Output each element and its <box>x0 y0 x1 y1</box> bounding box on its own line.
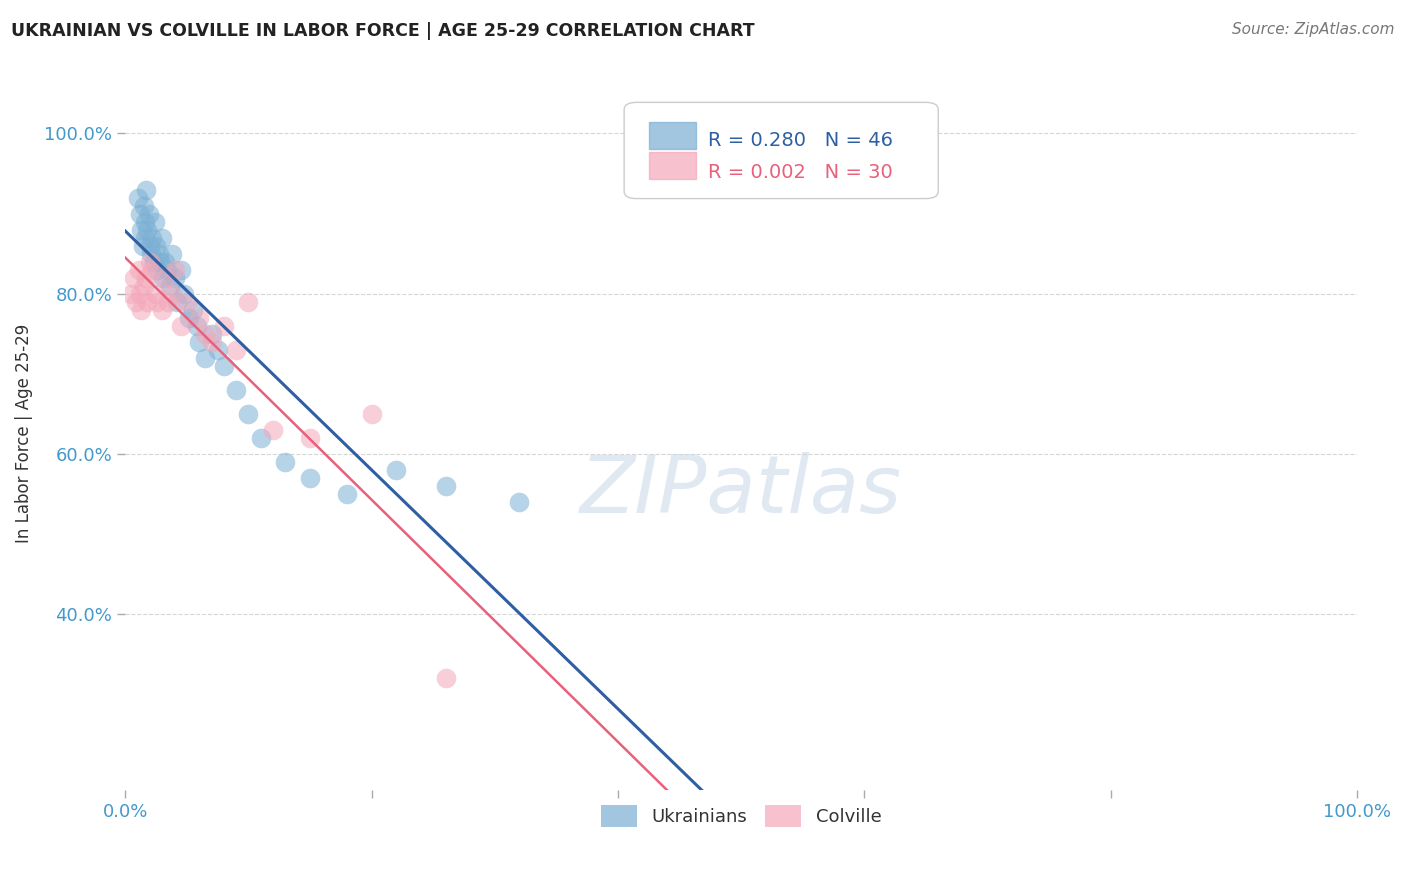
Text: UKRAINIAN VS COLVILLE IN LABOR FORCE | AGE 25-29 CORRELATION CHART: UKRAINIAN VS COLVILLE IN LABOR FORCE | A… <box>11 22 755 40</box>
Point <box>274 455 297 469</box>
Point <box>166 294 188 309</box>
Point <box>225 343 247 357</box>
Point <box>143 214 166 228</box>
Point <box>249 431 271 445</box>
Point <box>146 262 169 277</box>
Point <box>212 359 235 373</box>
Point <box>128 262 150 277</box>
Point <box>134 230 156 244</box>
Point <box>129 206 152 220</box>
Point <box>336 486 359 500</box>
Text: ZIPatlas: ZIPatlas <box>581 451 903 530</box>
Point <box>132 198 155 212</box>
Point <box>170 262 193 277</box>
Point <box>135 270 157 285</box>
Point <box>238 294 260 309</box>
Bar <box>648 153 696 179</box>
Point <box>194 351 217 365</box>
Point <box>200 326 222 341</box>
Point <box>188 310 211 325</box>
Point <box>148 246 170 260</box>
Point <box>212 318 235 333</box>
Point <box>156 262 179 277</box>
Point <box>170 318 193 333</box>
Point <box>173 286 195 301</box>
Point <box>131 222 153 236</box>
Point <box>188 334 211 349</box>
Bar <box>648 121 696 149</box>
Point <box>238 407 260 421</box>
Point <box>149 254 172 268</box>
Point <box>160 286 183 301</box>
Point <box>139 238 162 252</box>
Point <box>181 302 204 317</box>
Point <box>141 246 163 260</box>
Text: Source: ZipAtlas.com: Source: ZipAtlas.com <box>1232 22 1395 37</box>
Point <box>299 471 322 485</box>
Y-axis label: In Labor Force | Age 25-29: In Labor Force | Age 25-29 <box>15 324 32 543</box>
Point <box>194 326 217 341</box>
Point <box>163 262 186 277</box>
Point <box>132 278 155 293</box>
Point <box>143 286 166 301</box>
Point <box>121 286 143 301</box>
Point <box>129 286 152 301</box>
Point <box>176 294 198 309</box>
Point <box>152 270 174 285</box>
Point <box>135 182 157 196</box>
Legend: Ukrainians, Colville: Ukrainians, Colville <box>593 797 889 834</box>
Point <box>160 246 183 260</box>
Point <box>136 294 159 309</box>
Point <box>434 671 457 685</box>
Point <box>225 383 247 397</box>
Point <box>200 334 222 349</box>
Point <box>138 206 160 220</box>
Point <box>385 463 408 477</box>
Point <box>127 190 149 204</box>
Point <box>163 270 186 285</box>
Point <box>131 238 153 252</box>
Point <box>360 407 382 421</box>
Point <box>159 278 181 293</box>
Point <box>262 423 284 437</box>
Text: R = 0.002   N = 30: R = 0.002 N = 30 <box>707 163 893 182</box>
Point <box>153 270 176 285</box>
Point <box>141 262 163 277</box>
Point <box>136 222 159 236</box>
Point <box>125 294 148 309</box>
Point <box>179 310 201 325</box>
Point <box>150 302 173 317</box>
Point <box>145 238 167 252</box>
Point <box>434 479 457 493</box>
Point <box>141 230 163 244</box>
Point <box>157 294 180 309</box>
Point <box>146 294 169 309</box>
Point <box>207 343 229 357</box>
Point <box>186 318 208 333</box>
Point <box>142 254 165 268</box>
Point <box>134 214 156 228</box>
Point <box>508 494 530 508</box>
Point <box>299 431 322 445</box>
Point <box>150 230 173 244</box>
Text: R = 0.280   N = 46: R = 0.280 N = 46 <box>707 131 893 150</box>
Point <box>131 302 153 317</box>
Point <box>122 270 145 285</box>
Point <box>139 254 162 268</box>
Point <box>153 254 176 268</box>
FancyBboxPatch shape <box>624 103 938 199</box>
